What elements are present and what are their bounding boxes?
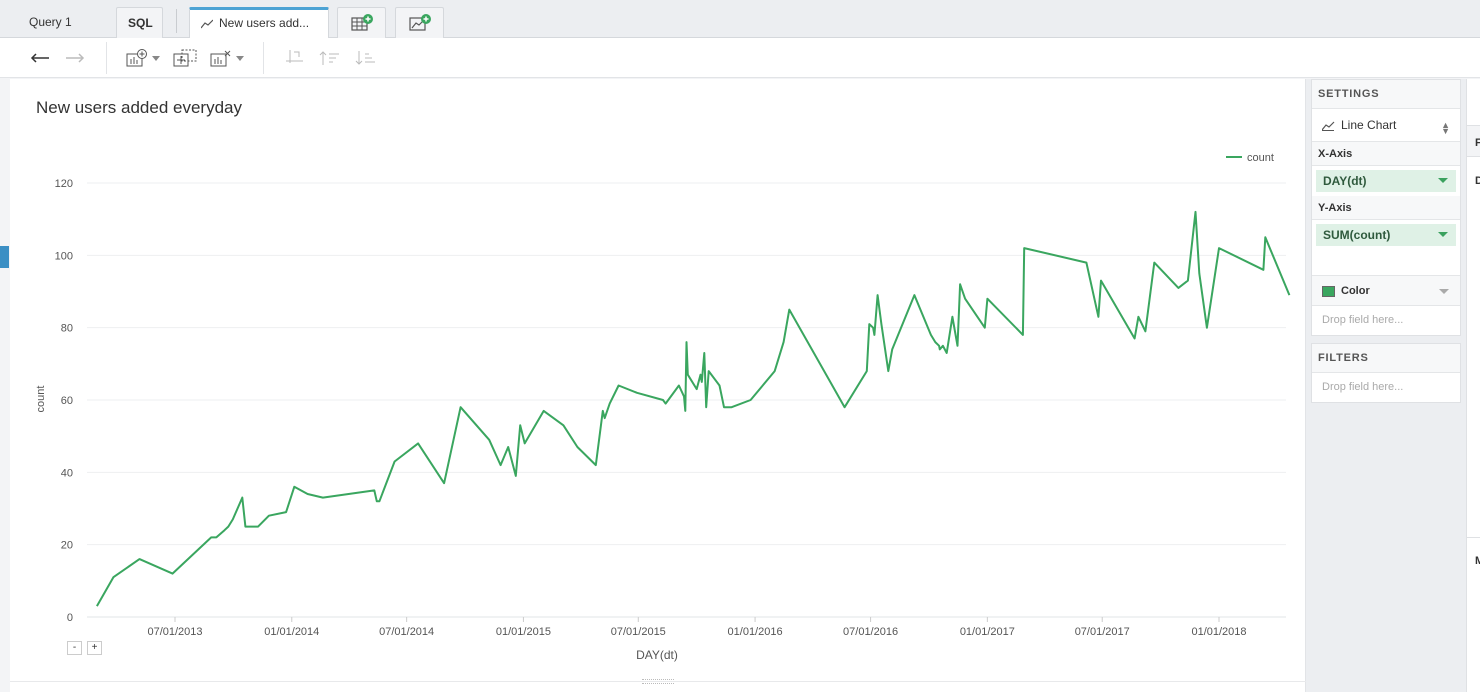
x-tick-label: 01/01/2017 (960, 626, 1015, 638)
right-panel-letter-f: F (1475, 137, 1480, 149)
x-tick-label: 07/01/2017 (1075, 626, 1130, 638)
tab-chart-active[interactable]: New users add... (189, 7, 329, 39)
y-axis-field-pill[interactable]: SUM(count) (1316, 224, 1456, 246)
legend-label: count (1247, 152, 1274, 164)
x-tick-label: 01/01/2015 (496, 626, 551, 638)
add-table-tab-button[interactable] (337, 7, 386, 38)
toolbar-separator (106, 42, 107, 74)
updown-icon: ▲ (1441, 120, 1450, 130)
sort-ascending-button[interactable] (318, 46, 342, 70)
x-tick-label: 01/01/2018 (1191, 626, 1246, 638)
add-chart-icon (408, 14, 431, 31)
sort-ascending-icon (319, 51, 339, 65)
settings-section: SETTINGS Line Chart ▲ ▼ X-Axis DAY(dt) Y… (1311, 79, 1461, 336)
color-drop-zone[interactable]: Drop field here... (1322, 314, 1404, 326)
y-tick-label: 80 (61, 323, 73, 335)
y-tick-label: 20 (61, 540, 73, 552)
chart-remove-icon (210, 50, 231, 67)
y-tick-label: 120 (55, 178, 73, 190)
zoom-out-button[interactable]: - (67, 641, 82, 655)
toolbar (0, 38, 1480, 78)
right-panel-tab[interactable] (1467, 125, 1480, 157)
x-tick-label: 07/01/2015 (611, 626, 666, 638)
right-panel-edge: F D M (1466, 79, 1480, 692)
x-axis-field-pill[interactable]: DAY(dt) (1316, 170, 1456, 192)
filters-header: FILTERS (1312, 344, 1460, 373)
tab-query-1[interactable]: Query 1 (29, 15, 72, 29)
filters-drop-zone[interactable]: Drop field here... (1322, 381, 1404, 393)
tab-chart-label: New users add... (219, 16, 310, 30)
color-swatch-icon (1322, 285, 1335, 297)
x-tick-label: 01/01/2014 (264, 626, 319, 638)
line-chart-icon (200, 19, 214, 29)
y-tick-label: 40 (61, 467, 73, 479)
chevron-down-icon (236, 55, 244, 61)
undo-button[interactable] (28, 46, 52, 70)
x-axis-title: DAY(dt) (636, 648, 678, 662)
tab-separator (176, 9, 177, 33)
swap-axes-button[interactable] (283, 46, 305, 70)
y-tick-label: 60 (61, 395, 73, 407)
chevron-down-icon[interactable] (1438, 178, 1448, 183)
chart-footer (10, 681, 1306, 692)
add-chart-element-button[interactable] (124, 46, 162, 70)
resize-handle[interactable] (642, 679, 674, 684)
toolbar-separator (263, 42, 264, 74)
updown-icon-down: ▼ (1441, 126, 1450, 136)
x-tick-label: 07/01/2016 (843, 626, 898, 638)
settings-header: SETTINGS (1312, 80, 1460, 109)
add-table-icon (350, 14, 373, 31)
sort-descending-icon (355, 51, 375, 65)
chart-type-label: Line Chart (1341, 118, 1397, 132)
zoom-in-button[interactable]: + (87, 641, 102, 655)
chevron-down-icon (1439, 289, 1449, 294)
y-axis-field: SUM(count) (1323, 228, 1391, 242)
y-axis-drop-zone[interactable] (1312, 250, 1460, 276)
series-line-count (96, 210, 1291, 607)
chevron-down-icon (152, 55, 160, 61)
y-axis-label: Y-Axis (1312, 196, 1460, 220)
chart-type-select[interactable]: Line Chart ▲ ▼ (1312, 109, 1460, 142)
filters-section: FILTERS Drop field here... (1311, 343, 1461, 403)
color-row[interactable]: Color (1312, 276, 1460, 306)
add-chart-tab-button[interactable] (395, 7, 444, 38)
panel-add-icon (173, 49, 197, 67)
tab-bar: Query 1 SQL New users add... (0, 0, 1480, 39)
chart-panel: New users added everyday 0 20 40 60 80 100 120… (10, 79, 1306, 692)
right-panel-letter-m: M (1475, 555, 1480, 567)
chevron-down-icon[interactable] (1438, 232, 1448, 237)
x-axis-field: DAY(dt) (1323, 174, 1367, 188)
y-tick-label: 0 (67, 612, 73, 624)
x-tick-label: 07/01/2013 (147, 626, 202, 638)
sort-descending-button[interactable] (354, 46, 378, 70)
swap-axes-icon (286, 50, 303, 63)
arrow-left-icon (30, 53, 49, 63)
chart-title: New users added everyday (36, 98, 243, 117)
y-axis-title: count (35, 386, 47, 413)
tab-sql[interactable]: SQL (116, 7, 163, 38)
color-label: Color (1341, 285, 1370, 297)
chart-add-icon (126, 49, 147, 67)
line-chart-icon (1321, 121, 1335, 131)
right-panel-divider (1467, 537, 1480, 538)
remove-chart-element-button[interactable] (208, 46, 246, 70)
right-panel-letter-d: D (1475, 175, 1480, 187)
arrow-right-icon (66, 53, 85, 63)
x-tick-label: 07/01/2014 (379, 626, 434, 638)
x-axis-label: X-Axis (1312, 142, 1460, 166)
x-tick-label: 01/01/2016 (728, 626, 783, 638)
y-tick-label: 100 (55, 250, 73, 262)
redo-button[interactable] (63, 46, 87, 70)
line-chart: 0 20 40 60 80 100 120 07/01/2013 01/01/2014 07/01… (35, 152, 1291, 662)
panel-collapse-marker[interactable] (0, 246, 9, 268)
add-panel-button[interactable] (172, 46, 198, 70)
settings-sidebar: SETTINGS Line Chart ▲ ▼ X-Axis DAY(dt) Y… (1306, 79, 1466, 692)
